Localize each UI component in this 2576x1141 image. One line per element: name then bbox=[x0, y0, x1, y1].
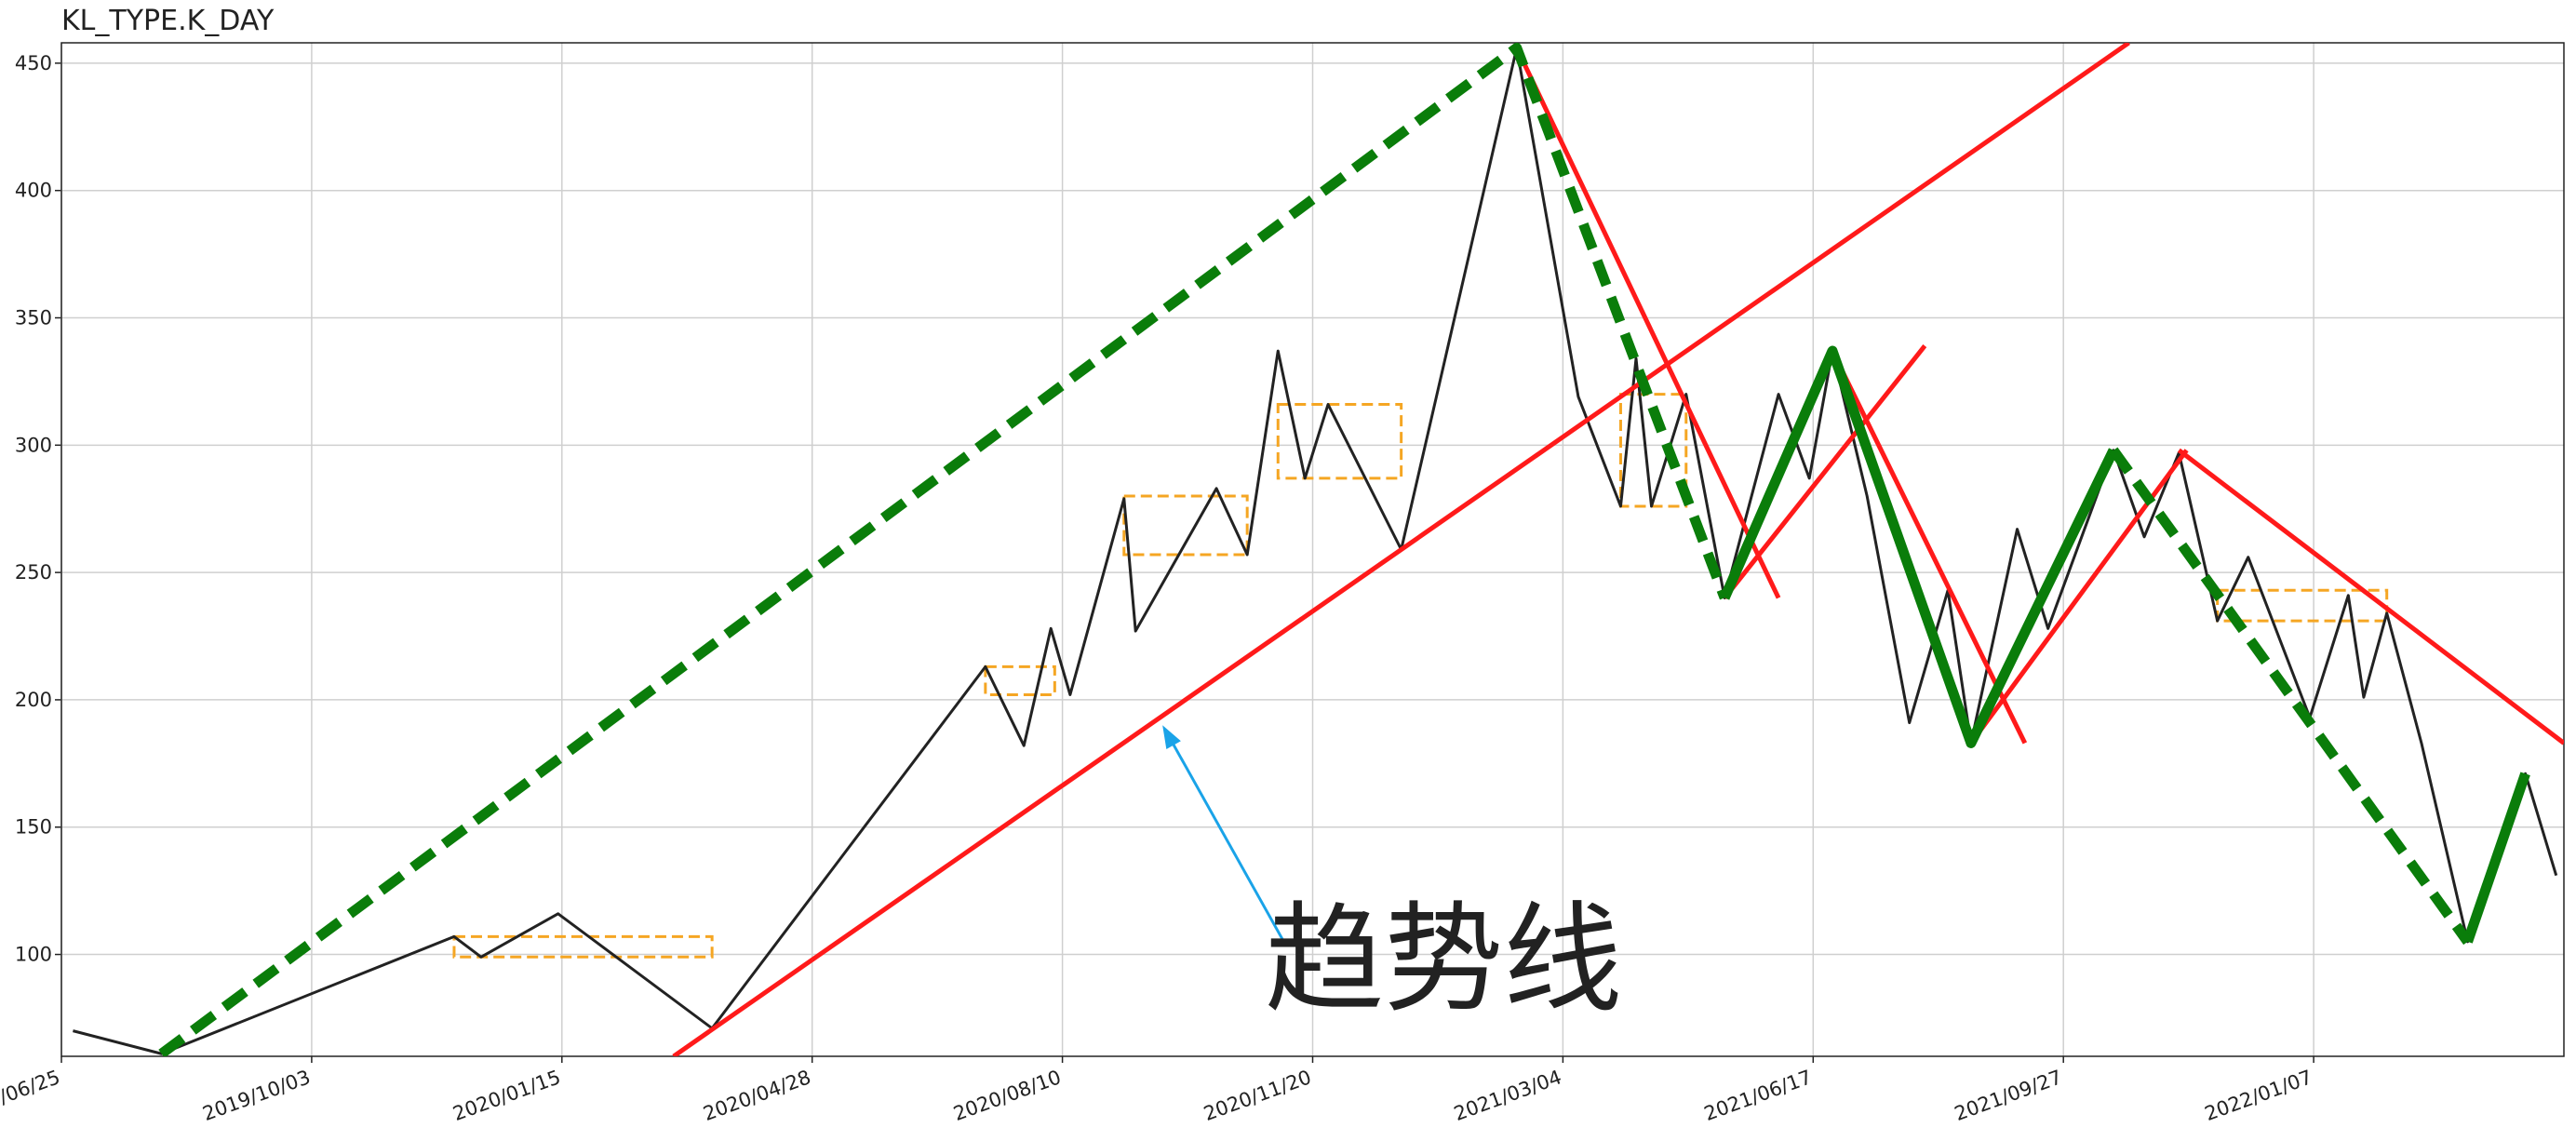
line-series bbox=[1514, 47, 1781, 599]
y-tick-label: 450 bbox=[15, 52, 52, 74]
zhongshu-box bbox=[984, 664, 1056, 696]
x-tick-label: 2020/01/15 bbox=[450, 1066, 564, 1125]
line-series bbox=[1830, 349, 2028, 745]
y-tick-label: 300 bbox=[15, 434, 52, 456]
y-tick-label: 250 bbox=[15, 561, 52, 584]
chart-title: KL_TYPE.K_DAY bbox=[61, 5, 275, 37]
x-tick-label: 2022/01/07 bbox=[2202, 1066, 2315, 1125]
zhongshu-box bbox=[1618, 393, 1688, 508]
x-tick-label: 2020/08/10 bbox=[950, 1066, 1064, 1125]
plot-frame bbox=[60, 42, 2565, 1057]
x-tick-label: 2021/03/04 bbox=[1451, 1066, 1564, 1125]
line-series bbox=[158, 43, 1730, 1056]
line-series bbox=[73, 46, 2558, 1055]
annotation-arrowhead bbox=[1162, 725, 1181, 749]
annotation-text: 趋势线 bbox=[1265, 891, 1622, 1029]
x-tick-label: 2019/10/03 bbox=[200, 1066, 314, 1125]
x-tick-label: 2021/06/17 bbox=[1701, 1066, 1815, 1125]
line-series bbox=[1720, 345, 2118, 748]
x-tick-label: 2020/04/28 bbox=[700, 1066, 813, 1125]
x-tick-label: 2019/06/25 bbox=[0, 1066, 63, 1125]
line-series bbox=[2462, 772, 2530, 944]
zhongshu-box bbox=[2216, 588, 2389, 623]
line-series bbox=[1723, 344, 1927, 600]
zhongshu-box bbox=[1276, 403, 1403, 480]
y-tick-label: 400 bbox=[15, 180, 52, 202]
y-tick-label: 100 bbox=[15, 944, 52, 966]
zhongshu-box bbox=[452, 934, 714, 959]
y-tick-label: 350 bbox=[15, 307, 52, 329]
line-series bbox=[672, 43, 2130, 1056]
x-tick-label: 2021/09/27 bbox=[1952, 1066, 2065, 1125]
x-tick-label: 2020/11/20 bbox=[1201, 1066, 1314, 1125]
annotation-arrow bbox=[1168, 737, 1287, 946]
y-tick-label: 200 bbox=[15, 689, 52, 711]
line-series bbox=[2177, 448, 2564, 745]
y-tick-label: 150 bbox=[15, 816, 52, 839]
zhongshu-box bbox=[1122, 494, 1249, 557]
line-series bbox=[2109, 447, 2473, 946]
